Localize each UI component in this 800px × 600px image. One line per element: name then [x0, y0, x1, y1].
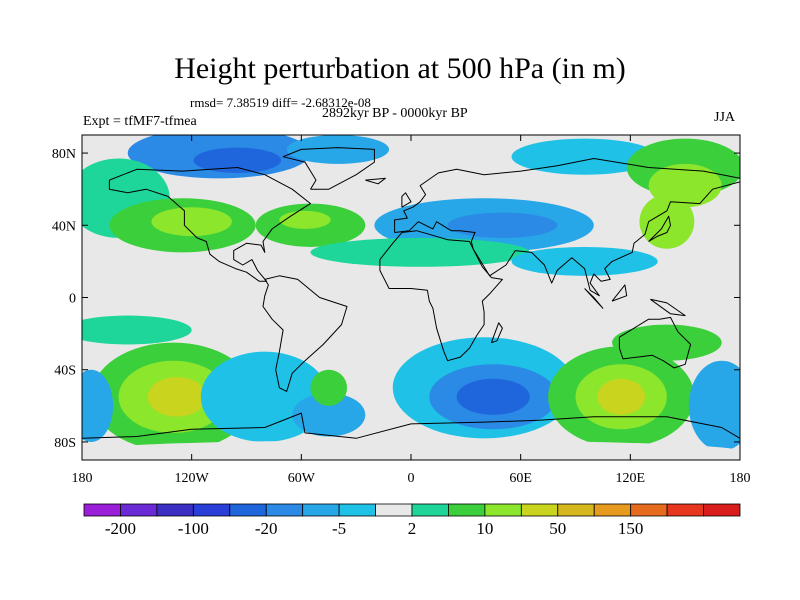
colorbar-box — [338, 503, 376, 517]
colorbar-label: 10 — [476, 519, 493, 538]
x-axis: 180 120W 60W 0 60E 120E 180 — [72, 135, 751, 486]
anomaly-region — [147, 376, 207, 417]
y-tick-label: 80N — [52, 147, 76, 162]
x-tick-label: 60W — [288, 471, 316, 486]
x-tick-label: 180 — [72, 471, 93, 486]
y-tick-label: 80S — [54, 436, 76, 451]
anomaly-field — [82, 135, 740, 460]
colorbar-box — [83, 503, 121, 517]
anomaly-region — [597, 378, 645, 415]
anomaly-region — [511, 246, 658, 276]
colorbar-box — [557, 503, 595, 517]
anomaly-region — [639, 194, 695, 249]
colorbar-box — [593, 503, 632, 517]
colorbar-label: -200 — [105, 519, 136, 538]
colorbar-box — [120, 503, 158, 517]
season-label: JJA — [714, 110, 736, 125]
x-tick-label: 180 — [730, 471, 751, 486]
colorbar-box — [265, 503, 304, 517]
colorbar-box — [229, 503, 267, 517]
anomaly-region — [82, 315, 192, 345]
anomaly-region — [193, 147, 282, 173]
stats-text: rmsd= 7.38519 diff= -2.68312e-08 — [190, 95, 371, 110]
colorbar-label: -5 — [332, 519, 346, 538]
colorbar-label: 2 — [408, 519, 417, 538]
coastline — [618, 316, 692, 369]
x-tick-label: 120W — [175, 471, 210, 486]
anomaly-region — [310, 237, 530, 267]
anomaly-region — [151, 207, 232, 237]
coastlines — [82, 147, 740, 439]
y-tick-label: 40S — [54, 364, 76, 379]
coastline — [365, 177, 386, 185]
anomaly-region — [456, 378, 530, 415]
colorbar-box — [703, 503, 741, 517]
colorbar-box — [484, 503, 522, 517]
coastline — [648, 215, 671, 242]
colorbar-label: -100 — [178, 519, 209, 538]
y-axis: 80N 40N 0 40S 80S — [52, 147, 740, 451]
colorbar-label: 50 — [549, 519, 566, 538]
anomaly-region — [292, 393, 366, 437]
anomaly-region — [310, 369, 348, 406]
colorbar: -200 -100 -20 -5 2 10 50 150 — [83, 503, 741, 538]
colorbar-box — [448, 503, 486, 517]
coastline — [82, 412, 740, 439]
x-tick-label: 60E — [509, 471, 532, 486]
colorbar-box — [375, 503, 413, 517]
x-tick-label: 0 — [408, 471, 415, 486]
coastline — [401, 192, 412, 208]
coastline — [611, 284, 628, 302]
colorbar-box — [302, 503, 340, 517]
colorbar-box — [520, 503, 559, 517]
colorbar-box — [156, 503, 194, 517]
coastline — [394, 158, 740, 297]
y-tick-label: 40N — [52, 219, 76, 234]
chart-title: Height perturbation at 500 hPa (in m) — [174, 52, 626, 85]
colorbar-box — [411, 503, 449, 517]
anomaly-region — [447, 212, 558, 238]
period-label: 2892kyr BP - 0000kyr BP — [322, 106, 468, 121]
experiment-label: Expt = tfMF7-tfmea — [83, 114, 197, 129]
colorbar-box — [630, 503, 668, 517]
anomaly-region — [511, 138, 658, 175]
anomaly-region — [82, 440, 740, 460]
anomaly-region — [688, 360, 740, 451]
coastline — [650, 298, 686, 317]
anomaly-region — [286, 135, 390, 164]
colorbar-box — [192, 503, 231, 517]
coastline — [262, 275, 348, 392]
coastline — [282, 147, 375, 190]
colorbar-label: 150 — [618, 519, 644, 538]
y-tick-label: 0 — [69, 292, 76, 307]
x-tick-label: 120E — [616, 471, 646, 486]
coastline — [108, 167, 311, 282]
anomaly-region — [612, 324, 722, 361]
anomaly-region — [279, 210, 331, 229]
coastline — [490, 322, 503, 344]
coastline — [379, 230, 503, 362]
colorbar-box — [666, 503, 704, 517]
colorbar-label: -20 — [255, 519, 278, 538]
anomaly-region — [82, 369, 114, 442]
coastline — [584, 288, 604, 309]
